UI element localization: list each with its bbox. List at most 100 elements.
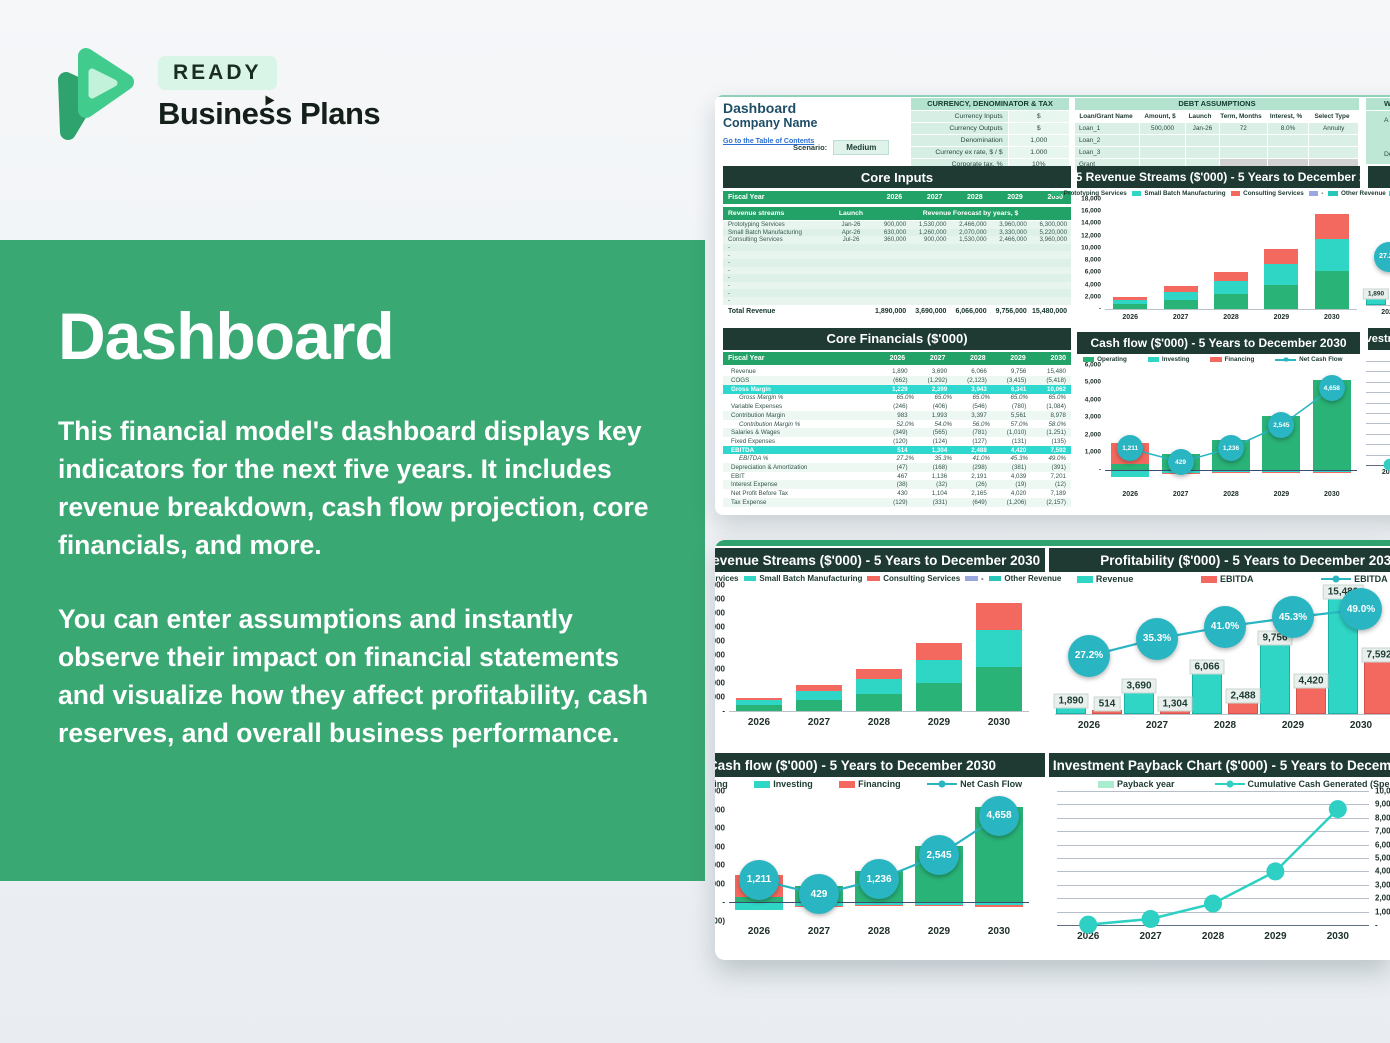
scenario-value[interactable]: Medium bbox=[833, 140, 890, 155]
debt-header-cell: Term, Months bbox=[1220, 113, 1262, 120]
chart-body: 2026202720282029203010,0009,0008,0007,00… bbox=[1047, 787, 1390, 946]
revenue-stream-row: - bbox=[723, 258, 1071, 267]
financial-row-value: 1,890 bbox=[892, 368, 908, 376]
debt-header-cell: Launch bbox=[1188, 113, 1212, 120]
financial-row-name: Contribution Margin bbox=[731, 411, 785, 419]
debt-cell: 8.0% bbox=[1267, 123, 1309, 134]
currency-row: Corporate tax, % 10% bbox=[911, 159, 1069, 170]
legend-item: EBITDA bbox=[1201, 574, 1254, 584]
ebitda-bar bbox=[1364, 653, 1390, 714]
legend-item: EBITDA % bbox=[1321, 574, 1390, 584]
bar-segment bbox=[1214, 271, 1248, 282]
line-marker bbox=[1383, 458, 1390, 471]
financial-row-value: (649) bbox=[972, 498, 987, 506]
legend-swatch bbox=[1097, 780, 1114, 788]
bar-value-label: 2,488 bbox=[1225, 688, 1261, 704]
bar-segment bbox=[1163, 286, 1198, 292]
financial-row-value: 1,104 bbox=[931, 490, 948, 497]
legend-line-swatch bbox=[1275, 357, 1297, 362]
financial-row-name: Salaries & Wages bbox=[731, 429, 780, 437]
financial-row-value: 6,066 bbox=[971, 368, 987, 376]
legend-label: Investing bbox=[773, 779, 813, 789]
revenue-stream-name: - bbox=[728, 297, 731, 305]
grid-line bbox=[1366, 454, 1390, 456]
axis-tick-label: 5,000 bbox=[715, 805, 725, 815]
axis-tick-label: 8,000 bbox=[715, 650, 725, 660]
x-axis-label: 2029 bbox=[1273, 490, 1290, 498]
chart-title-bar: Cash flow ($'000) - 5 Years to December … bbox=[715, 753, 1045, 777]
x-axis-label: 2027 bbox=[1145, 719, 1169, 731]
financial-row-value: 65.0% bbox=[1010, 394, 1028, 402]
legend-label: Payback year bbox=[1116, 779, 1175, 789]
bar-value-label: 1,890 bbox=[1053, 693, 1089, 709]
revenue-stream-row: - bbox=[723, 243, 1071, 252]
grid-line bbox=[1057, 804, 1369, 806]
legend-label: Financing bbox=[858, 779, 901, 789]
financial-row-value: 7,189 bbox=[1050, 490, 1066, 497]
net-cashflow-bubble: 1,236 bbox=[859, 859, 899, 900]
financial-row-value: 1,136 bbox=[931, 472, 948, 480]
bar-segment bbox=[1264, 284, 1299, 309]
x-axis-label: 2030 bbox=[1324, 490, 1340, 498]
legend-item: Financing bbox=[839, 779, 901, 789]
debt-cell bbox=[1309, 135, 1358, 146]
hero-paragraph-2: You can enter assumptions and instantly … bbox=[58, 604, 649, 748]
cashflow-negative-bar bbox=[735, 902, 783, 911]
grid-line bbox=[1057, 858, 1369, 859]
currency-row-value: 1.000 bbox=[1008, 147, 1069, 158]
revenue-stream-value: 900,000 bbox=[924, 236, 947, 244]
fiscal-year-row: Fiscal Year 2026 2027 2028 2029 2030 bbox=[723, 351, 1071, 365]
grid-line bbox=[1366, 413, 1390, 414]
grid-line bbox=[1057, 817, 1369, 819]
revenue-stream-value: 1,530,000 bbox=[918, 221, 947, 229]
cashflow-negative-bar bbox=[1212, 469, 1250, 474]
financial-row-value: (331) bbox=[932, 498, 948, 506]
total-revenue-value: 1,890,000 bbox=[875, 308, 907, 316]
legend-swatch bbox=[1230, 191, 1241, 196]
revenue-stream-row: - bbox=[723, 266, 1071, 275]
revenue-stream-value: 1,260,000 bbox=[918, 228, 947, 236]
logo-play-icon bbox=[52, 40, 140, 147]
table-of-contents-link[interactable]: Go to the Table of Contents bbox=[723, 138, 815, 145]
line-marker bbox=[1328, 800, 1347, 819]
chart-body: 18,000 16,000 14,000 12,000 10,000 8,000 6,000… bbox=[715, 581, 1047, 732]
legend-label: - bbox=[980, 574, 984, 583]
revenue-stream-value: 2,466,000 bbox=[959, 221, 987, 229]
financial-row: Salaries & Wages (349) (565) (781) (1,010) (1… bbox=[723, 428, 1071, 438]
debt-cell: Jan-26 bbox=[1185, 123, 1219, 134]
working-section-title: WOR bbox=[1366, 98, 1390, 110]
x-axis-label: 2028 bbox=[1201, 930, 1225, 942]
legend-label: EBITDA % bbox=[1354, 574, 1390, 584]
chart-title-bar: Profitability ($'000) - 5 Years to Decem… bbox=[1049, 548, 1390, 572]
revenue-stream-launch: Jan-26 bbox=[841, 221, 861, 229]
x-axis-label: 2028 bbox=[867, 716, 891, 728]
revenue-stream-row: - bbox=[723, 289, 1071, 297]
legend-item: Small Batch Manufacturing bbox=[1131, 190, 1226, 197]
x-axis-label: 2027 bbox=[1139, 930, 1162, 942]
debt-cell: Loan_3 bbox=[1075, 147, 1140, 158]
axis-tick-label: 10,000 bbox=[1081, 244, 1101, 252]
legend-dot bbox=[1283, 357, 1289, 362]
axis-tick-label: 6,000 bbox=[715, 664, 725, 674]
axis-tick-label: 1,000 bbox=[1084, 448, 1101, 456]
financial-row-value: 52.0% bbox=[896, 420, 914, 428]
bar-segment bbox=[976, 666, 1022, 711]
revenue-stream-name: - bbox=[728, 244, 731, 252]
financial-row-value: 3,690 bbox=[931, 368, 948, 376]
revenue-stream-name: Consulting Services bbox=[728, 236, 783, 244]
bar-segment bbox=[1113, 297, 1148, 300]
debt-cell bbox=[1140, 135, 1185, 146]
debt-cell bbox=[1309, 147, 1358, 158]
core-inputs-header-row: Revenue streams Launch Revenue Forecast by… bbox=[723, 207, 1071, 220]
bar-segment bbox=[976, 602, 1022, 631]
bar-value-label: 6,066 bbox=[1189, 659, 1225, 675]
chart-legend: Operating Investing Financing Net Cash Flow bbox=[1075, 356, 1351, 363]
section-title-bar: Core Inputs bbox=[723, 166, 1071, 188]
legend-label: Operating bbox=[715, 779, 728, 789]
financial-row: Variable Expenses (246) (406) (546) (780) (1,… bbox=[723, 402, 1071, 411]
legend-item: Financing bbox=[1210, 356, 1254, 363]
payback-chart-top: Investment Payback Chart ($'000) - 5 Yea… bbox=[1366, 328, 1390, 478]
chart-body: 2026202720282029203010,0009,0008,0007,00… bbox=[1366, 361, 1390, 478]
